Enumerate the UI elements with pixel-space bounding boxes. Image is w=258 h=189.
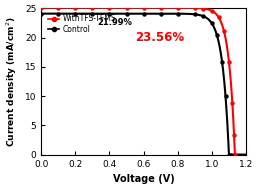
Text: 21.99%: 21.99%: [98, 18, 132, 27]
Legend: WithTFS-TFMS, Control: WithTFS-TFMS, Control: [47, 14, 117, 35]
Y-axis label: Current density (mA/cm$^2$): Current density (mA/cm$^2$): [5, 16, 19, 147]
Text: 23.56%: 23.56%: [135, 31, 184, 43]
X-axis label: Voltage (V): Voltage (V): [113, 174, 174, 184]
